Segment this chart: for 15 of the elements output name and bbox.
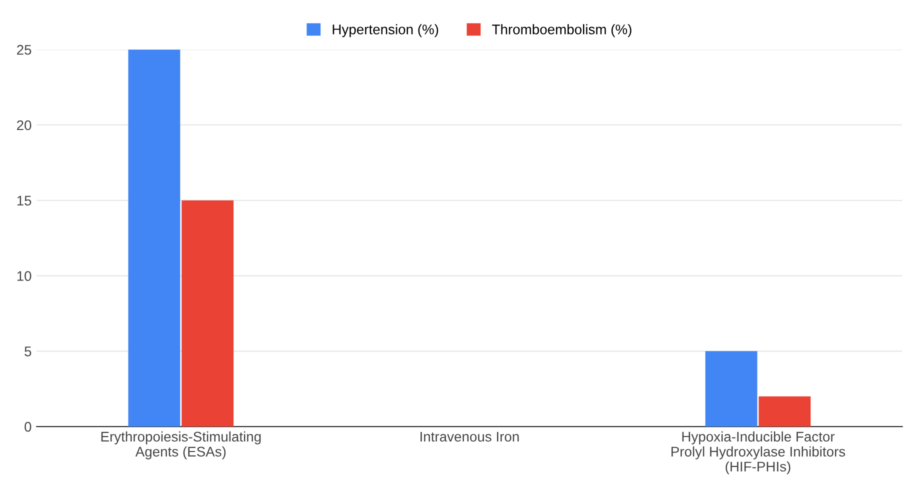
x-tick-label: Hypoxia-Inducible Factor Prolyl Hydroxylase Inhibitors (HIF-PHIs): [672, 431, 846, 474]
y-tick-label: 10: [17, 271, 32, 281]
y-tick-label: 15: [17, 196, 32, 206]
x-tick-label: Intravenous Iron: [420, 432, 519, 442]
bar: [128, 50, 180, 427]
y-tick-label: 25: [17, 44, 32, 55]
legend-label: Thromboembolism (%): [492, 24, 632, 38]
y-tick-label: 20: [17, 120, 32, 130]
bar: [758, 396, 811, 427]
y-tick-label: 0: [24, 422, 32, 432]
bar: [705, 351, 758, 427]
y-tick-label: 5: [24, 346, 32, 356]
legend-label: Hypertension (%): [332, 24, 438, 38]
x-tick-label: Erythropoiesis-Stimulating Agents (ESAs): [101, 431, 261, 460]
bar: [182, 200, 234, 427]
